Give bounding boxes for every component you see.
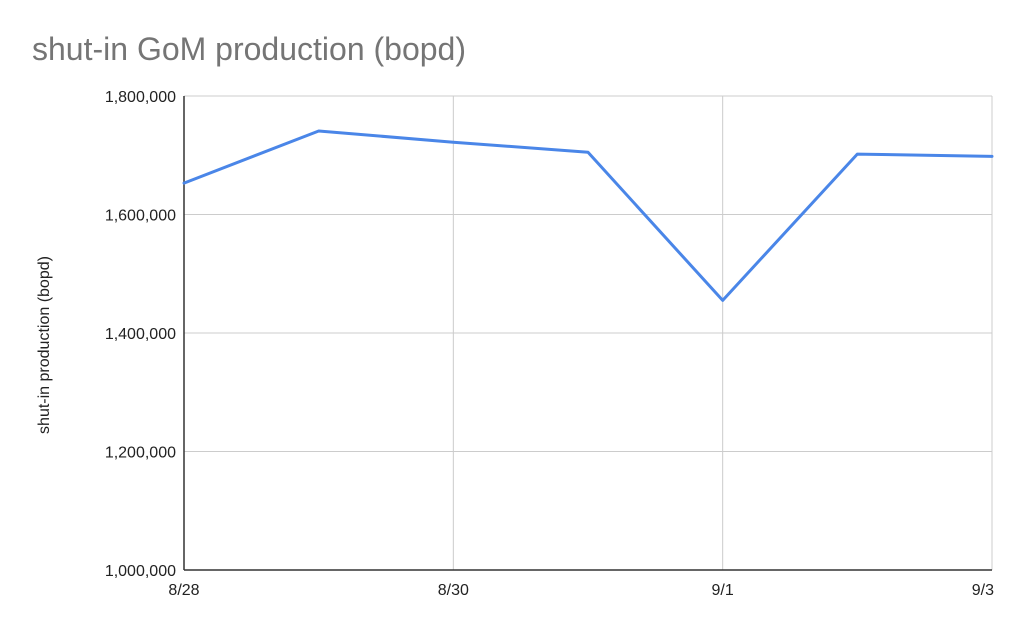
- chart-title: shut-in GoM production (bopd): [32, 31, 466, 68]
- y-tick-label: 1,800,000: [105, 89, 176, 106]
- y-axis-label: shut-in production (bopd): [36, 256, 53, 434]
- x-tick-label: 8/28: [168, 582, 199, 599]
- series-layer: [184, 131, 992, 301]
- x-tick-label: 8/30: [438, 582, 469, 599]
- x-tick-label: 9/3: [972, 582, 994, 599]
- y-tick-label: 1,000,000: [105, 563, 176, 580]
- y-tick-label: 1,200,000: [105, 445, 176, 462]
- x-tick-label: 9/1: [712, 582, 734, 599]
- gridlines: [184, 96, 992, 570]
- series-line-0: [184, 131, 992, 300]
- y-tick-label: 1,600,000: [105, 208, 176, 225]
- y-tick-label: 1,400,000: [105, 326, 176, 343]
- axes: 1,000,000 1,200,000 1,400,000 1,600,000 1,80…: [105, 89, 994, 599]
